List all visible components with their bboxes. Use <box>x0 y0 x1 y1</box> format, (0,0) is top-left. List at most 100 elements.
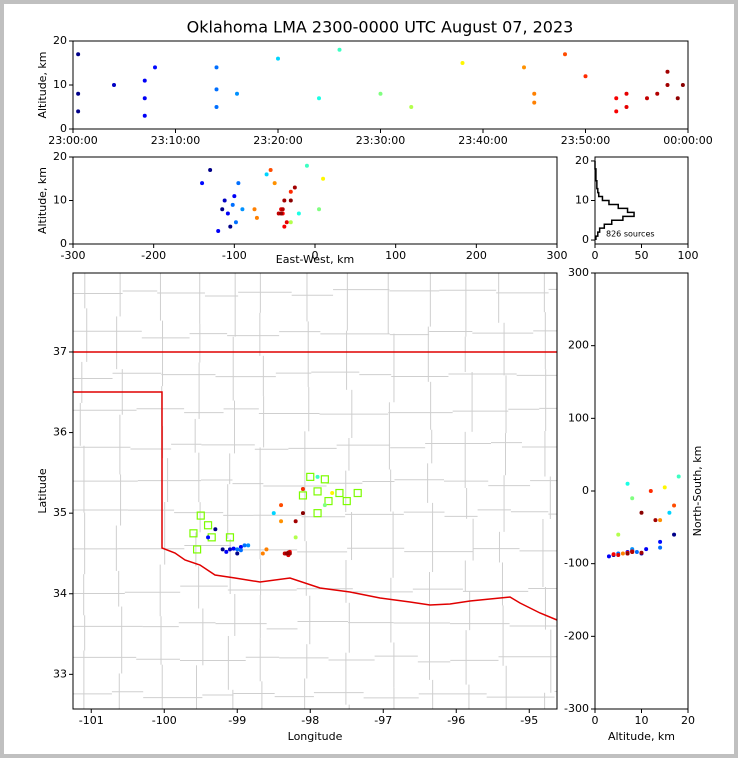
x-tick-label: -98 <box>301 714 319 727</box>
y-tick-label: 37 <box>53 345 67 358</box>
source <box>658 539 663 544</box>
source <box>214 105 219 109</box>
source <box>616 552 621 557</box>
source <box>76 91 81 96</box>
source <box>625 551 630 556</box>
county-lines <box>73 273 558 709</box>
source <box>200 181 205 186</box>
source <box>214 65 219 70</box>
y-tick-label: 20 <box>575 154 589 167</box>
source <box>634 550 639 555</box>
source <box>279 503 284 508</box>
source <box>260 551 265 556</box>
y-tick-label: 20 <box>53 150 67 163</box>
source <box>672 503 677 508</box>
source <box>214 87 219 92</box>
source <box>563 52 567 57</box>
y-tick-label: 10 <box>53 78 67 91</box>
x-tick-label: -97 <box>374 714 392 727</box>
source <box>625 481 630 486</box>
source <box>300 511 305 516</box>
state-border <box>73 351 558 621</box>
source <box>321 176 326 181</box>
source <box>282 198 287 203</box>
source <box>254 215 259 220</box>
station <box>306 472 315 481</box>
x-tick-label: 23:50:00 <box>561 134 610 147</box>
x-tick-label: 200 <box>466 249 487 262</box>
x-tick-label: 23:10:00 <box>151 134 200 147</box>
station <box>203 521 213 530</box>
source <box>300 486 305 491</box>
source <box>378 91 383 96</box>
source <box>76 109 81 114</box>
source <box>630 496 635 501</box>
plots: 23:00:00 23:10:00 23:20:00 23:30:00 23:40:00… <box>36 34 713 743</box>
annotation: 826 sources <box>606 230 655 239</box>
source <box>242 543 247 548</box>
x-axis-label: Longitude <box>288 730 343 743</box>
source <box>230 202 235 207</box>
source <box>658 545 663 550</box>
source <box>616 532 621 537</box>
y-tick-label: 0 <box>60 122 67 135</box>
source <box>675 96 680 101</box>
source <box>235 551 240 556</box>
source <box>662 485 667 490</box>
source <box>282 224 287 229</box>
y-tick-label: 33 <box>53 667 67 680</box>
source <box>532 91 537 96</box>
source <box>233 220 238 225</box>
x-tick-label: -200 <box>141 249 166 262</box>
y-tick-label: 100 <box>568 411 589 424</box>
source <box>208 168 213 173</box>
x-axis-label: East-West, km <box>276 253 354 266</box>
source <box>252 207 257 212</box>
source <box>272 181 277 186</box>
y-axis-label: Altitude, km <box>36 167 49 234</box>
source <box>271 511 276 516</box>
station <box>342 496 351 506</box>
source <box>222 198 227 203</box>
station <box>193 545 202 554</box>
source <box>235 547 240 552</box>
x-tick-label: 0 <box>592 714 599 727</box>
chart-title: Oklahoma LMA 2300-0000 UTC August 07, 20… <box>187 18 574 37</box>
histogram-line <box>594 160 635 241</box>
source <box>409 105 414 109</box>
station <box>353 488 362 498</box>
x-tick-label: -95 <box>520 714 538 727</box>
source <box>236 181 241 186</box>
station <box>335 488 344 498</box>
y-axis-label: North-South, km <box>691 446 704 537</box>
source <box>220 207 225 212</box>
source <box>337 47 342 52</box>
source <box>220 547 225 552</box>
x-tick-label: -99 <box>228 714 246 727</box>
source <box>317 207 322 212</box>
y-tick-label: -100 <box>564 557 589 570</box>
source <box>665 83 670 87</box>
source <box>317 96 321 101</box>
source <box>240 207 245 212</box>
source <box>288 189 293 194</box>
source <box>532 100 537 105</box>
source <box>153 65 157 70</box>
source <box>639 550 644 555</box>
y-tick-label: 34 <box>53 587 67 600</box>
source <box>279 211 284 216</box>
x-tick-label: 00:00:00 <box>663 134 712 147</box>
x-tick-label: 0 <box>592 249 599 262</box>
source <box>238 545 243 550</box>
station <box>196 511 205 520</box>
x-tick-label: 23:40:00 <box>458 134 507 147</box>
source <box>672 532 677 537</box>
source <box>665 69 670 74</box>
x-axis-label: Altitude, km <box>608 730 675 743</box>
x-tick-label: 23:00:00 <box>48 134 97 147</box>
source <box>655 91 660 96</box>
source <box>213 527 218 532</box>
source <box>322 503 327 508</box>
source <box>284 551 289 556</box>
x-tick-label: -101 <box>79 714 104 727</box>
